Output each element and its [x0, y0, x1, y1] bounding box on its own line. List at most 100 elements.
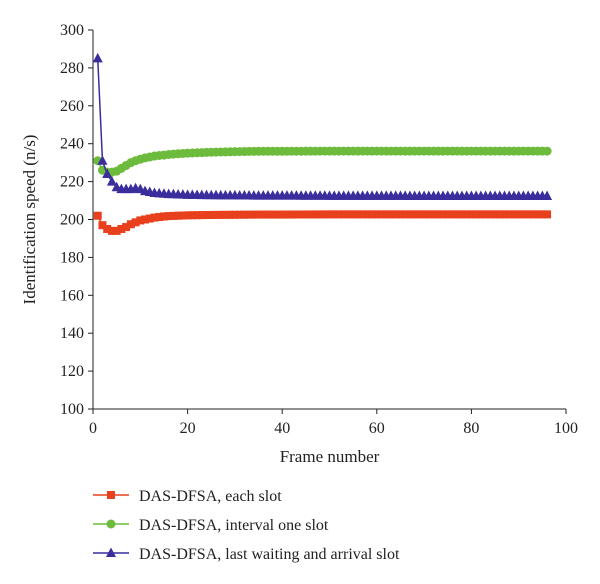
frame-marker	[240, 210, 249, 219]
frame-marker	[301, 210, 310, 219]
frame-marker	[249, 210, 258, 219]
frame-marker	[396, 210, 405, 219]
frame-marker	[537, 190, 548, 201]
x-ticks: 0 20 40 60 80 100	[89, 409, 578, 437]
frame-marker	[377, 210, 386, 219]
y-tick-label: 120	[60, 363, 84, 380]
data-point	[131, 218, 140, 227]
data-point	[92, 52, 103, 63]
data-point	[174, 211, 183, 220]
frame-marker	[363, 210, 372, 219]
x-tick-label: 0	[89, 420, 97, 437]
frame-marker	[297, 210, 306, 219]
frame-marker	[401, 210, 410, 219]
frame-marker	[268, 210, 277, 219]
frame-marker	[202, 147, 212, 157]
frame-marker	[169, 211, 178, 220]
data-point	[107, 226, 116, 235]
frame-marker	[202, 211, 211, 220]
frame-marker	[434, 210, 443, 219]
frame-marker	[462, 210, 471, 219]
y-tick-label: 220	[60, 174, 84, 191]
frame-marker	[415, 210, 424, 219]
frame-marker	[201, 189, 212, 200]
y-tick-label: 100	[60, 401, 84, 418]
frame-marker	[272, 146, 282, 156]
y-tick-label: 200	[60, 212, 84, 229]
frame-marker	[259, 210, 268, 219]
frame-marker	[486, 210, 495, 219]
frame-marker	[519, 210, 528, 219]
data-point	[93, 211, 102, 220]
frame-marker	[188, 211, 197, 220]
x-tick-label: 40	[274, 420, 290, 437]
frame-marker	[339, 210, 348, 219]
data-point	[325, 210, 334, 219]
frame-marker	[316, 210, 325, 219]
data-point	[112, 226, 121, 235]
frame-marker	[349, 210, 358, 219]
frame-marker	[319, 190, 330, 200]
frame-marker	[306, 210, 315, 219]
series-line	[96, 58, 548, 197]
data-point	[145, 214, 154, 223]
frame-marker	[495, 210, 504, 219]
x-tick-label: 60	[369, 420, 385, 437]
frame-marker	[461, 190, 472, 201]
y-tick-label: 240	[60, 136, 84, 153]
frame-marker	[533, 210, 542, 219]
series-1	[93, 210, 552, 235]
frame-marker	[537, 146, 547, 156]
x-tick-label: 100	[554, 420, 578, 437]
frame-marker	[538, 210, 547, 219]
frame-marker	[509, 146, 519, 156]
frame-marker	[344, 210, 353, 219]
frame-marker	[216, 210, 225, 219]
data-point	[97, 155, 108, 165]
legend-item: DAS-DFSA, last waiting and arrival slot	[93, 546, 400, 563]
frame-marker	[429, 210, 438, 219]
frame-marker	[462, 146, 472, 156]
data-point	[372, 210, 381, 219]
x-axis-title: Frame number	[280, 447, 380, 466]
frame-marker	[287, 210, 296, 219]
legend: DAS-DFSA, each slot DAS-DFSA, interval on…	[93, 488, 400, 563]
frame-marker	[330, 210, 339, 219]
frame-marker	[476, 210, 485, 219]
frame-marker	[386, 210, 395, 219]
frame-marker	[453, 210, 462, 219]
legend-label: DAS-DFSA, last waiting and arrival slot	[139, 546, 400, 563]
legend-label: DAS-DFSA, interval one slot	[139, 517, 329, 534]
frame-marker	[292, 210, 301, 219]
frame-marker	[500, 210, 509, 219]
data-point	[98, 221, 107, 230]
series-2	[93, 146, 552, 177]
frame-marker	[177, 189, 188, 199]
frame-marker	[320, 210, 329, 219]
legend-item: DAS-DFSA, each slot	[93, 488, 282, 505]
frame-marker	[410, 210, 419, 219]
legend-marker	[106, 519, 116, 529]
data-point	[254, 210, 263, 219]
frame-marker	[367, 146, 377, 156]
frame-marker	[414, 190, 425, 200]
frame-marker	[225, 147, 235, 157]
data-point	[420, 210, 429, 219]
frame-marker	[481, 210, 490, 219]
data-point	[102, 168, 113, 179]
frame-marker	[472, 210, 481, 219]
frame-marker	[528, 210, 537, 219]
data-point	[117, 224, 126, 233]
y-tick-label: 160	[60, 287, 84, 304]
frame-marker	[273, 210, 282, 219]
frame-marker	[249, 146, 259, 156]
frame-marker	[235, 210, 244, 219]
frame-marker	[311, 210, 320, 219]
frame-marker	[245, 210, 254, 219]
data-point	[207, 210, 216, 219]
frame-marker	[264, 210, 273, 219]
frame-marker	[248, 190, 259, 200]
plot-area: 0 20 40 60 80 100 100 120 140 160 180 200 220 240 260…	[60, 22, 578, 437]
data-point	[278, 210, 287, 219]
frame-marker	[405, 210, 414, 219]
